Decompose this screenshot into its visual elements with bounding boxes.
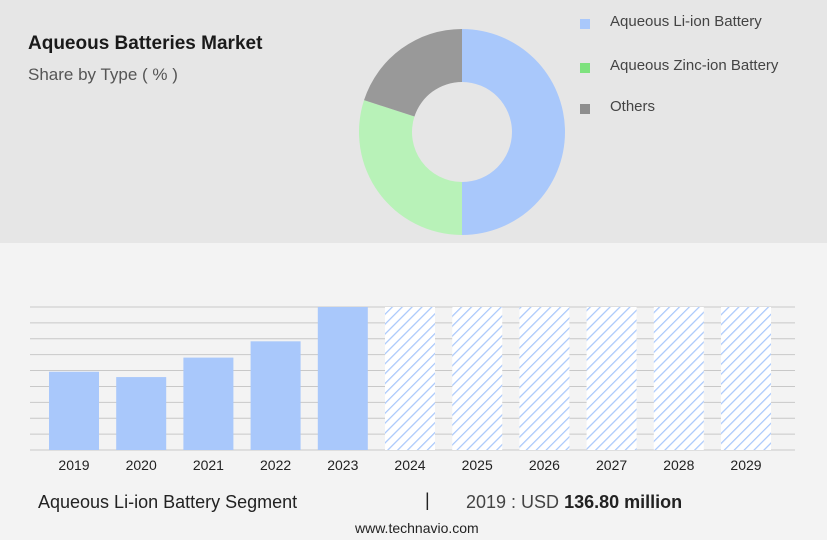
bar-2027 [586, 307, 637, 450]
bar-2023 [317, 307, 368, 450]
x-tick-2022: 2022 [260, 457, 291, 473]
x-tick-2029: 2029 [730, 457, 761, 473]
legend-swatch-zinc-ion [580, 63, 590, 73]
x-tick-2025: 2025 [462, 457, 493, 473]
bar-2024 [385, 307, 435, 450]
x-tick-2021: 2021 [193, 457, 224, 473]
legend-swatch-others [580, 104, 590, 114]
bar-2020 [116, 377, 167, 450]
bar-2021 [183, 357, 234, 450]
chart-title: Aqueous Batteries Market [28, 33, 263, 54]
donut-slice-others [364, 29, 462, 117]
bar-2019 [49, 371, 99, 450]
legend-label-others: Others [610, 98, 656, 115]
legend-swatch-li-ion [580, 19, 590, 29]
x-tick-2026: 2026 [529, 457, 560, 473]
x-tick-2027: 2027 [596, 457, 627, 473]
legend-label-li-ion: Aqueous Li-ion Battery [610, 13, 762, 30]
donut-slice-aqueous-zinc-ion-battery [358, 100, 462, 235]
x-tick-2024: 2024 [394, 457, 425, 473]
donut-slice-aqueous-li-ion-battery [462, 29, 565, 235]
bar-2028 [653, 307, 704, 450]
bar-2026 [519, 307, 570, 450]
x-tick-2028: 2028 [663, 457, 694, 473]
footer-separator: | [425, 490, 430, 510]
segment-value: 2019 : USD 136.80 million [466, 492, 682, 513]
segment-year-label: 2019 : USD [466, 492, 560, 512]
legend-label-zinc-ion: Aqueous Zinc-ion Battery [610, 57, 779, 74]
bar-2022 [250, 341, 301, 450]
x-tick-2020: 2020 [126, 457, 157, 473]
website-link[interactable]: www.technavio.com [355, 520, 479, 536]
bar-chart: 2019 2020 2021 2022 2023 2024 2025 2026 2027 2028… [30, 306, 795, 473]
bar-2029 [721, 307, 771, 450]
bar-2025 [452, 307, 503, 450]
x-tick-2023: 2023 [327, 457, 358, 473]
chart-subtitle: Share by Type ( % ) [28, 65, 178, 84]
donut-chart [358, 29, 565, 235]
x-tick-2019: 2019 [58, 457, 89, 473]
segment-value-amount: 136.80 million [564, 492, 683, 512]
segment-label: Aqueous Li-ion Battery Segment [38, 492, 298, 512]
